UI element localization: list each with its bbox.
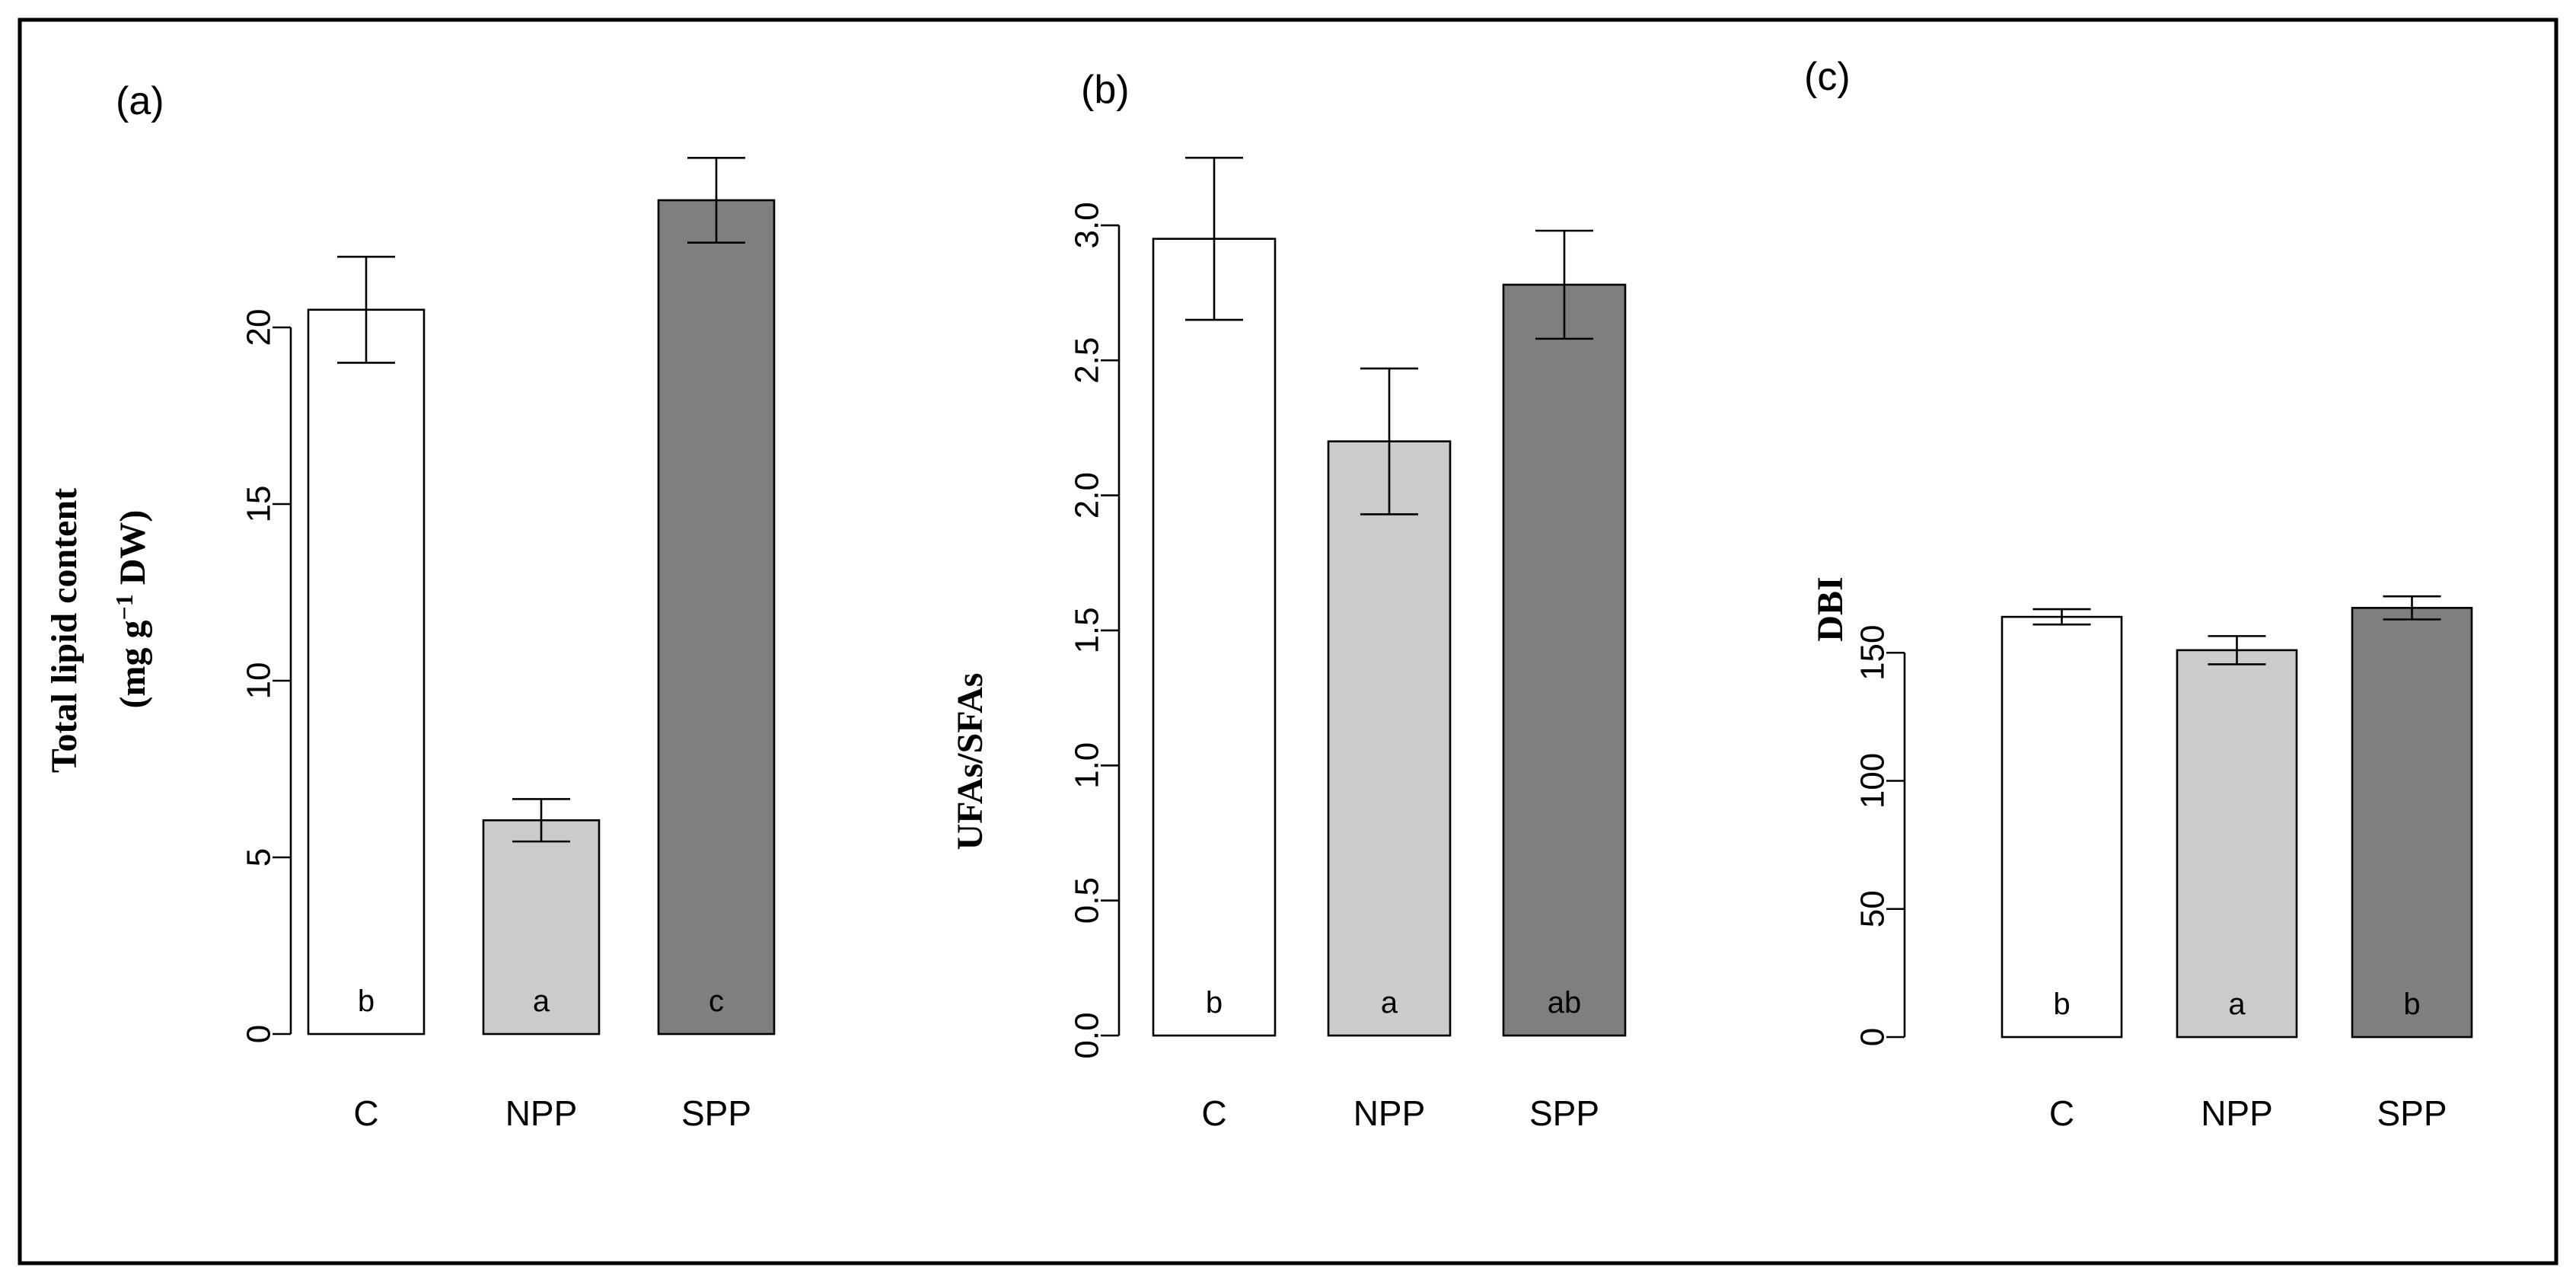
chart-panel-3: (c) 0 50 100 150 b Ca NPP b SPP DBI	[1804, 55, 2473, 1133]
significance-letter: c	[709, 985, 724, 1018]
category-label: C	[1201, 1093, 1226, 1133]
y-tick-label: 0.5	[1069, 877, 1106, 924]
bar-npp	[2176, 649, 2298, 1039]
category-label: SPP	[681, 1093, 751, 1133]
figure-frame	[18, 18, 2558, 1265]
y-tick-label: 100	[1854, 753, 1892, 809]
bar-npp	[482, 819, 601, 1036]
significance-letter: b	[358, 985, 375, 1018]
significance-letter: b	[1206, 986, 1223, 1020]
y-tick-label: 1.5	[1069, 607, 1106, 653]
category-label: NPP	[1353, 1093, 1426, 1133]
category-label: SPP	[2377, 1093, 2447, 1133]
y-tick-label: 10	[241, 662, 278, 700]
y-tick-label: 1.0	[1069, 742, 1106, 789]
significance-letter: b	[2403, 988, 2420, 1021]
bar-c	[2001, 615, 2123, 1039]
significance-letter: a	[1381, 986, 1398, 1020]
y-axis-unit-part: DW)	[113, 510, 153, 595]
panels: (a) 0 5 10 15 20 b Ca NPP c SPP Total lipid content…	[44, 55, 2473, 1133]
y-tick-label: 5	[241, 848, 278, 867]
category-label: C	[353, 1093, 378, 1133]
y-axis-unit-part: (mg g	[113, 620, 153, 708]
category-label: SPP	[1529, 1093, 1599, 1133]
y-tick-label: 15	[241, 486, 278, 523]
bar-spp	[657, 199, 776, 1036]
significance-letter: ab	[1548, 986, 1582, 1020]
bar-c	[1152, 238, 1277, 1037]
y-tick-label: 0	[241, 1025, 278, 1043]
bar-c	[307, 308, 426, 1036]
bar-spp	[2351, 607, 2473, 1039]
chart-panel-1: (a) 0 5 10 15 20 b Ca NPP c SPP Total lipid content…	[44, 79, 776, 1133]
significance-letter: a	[2228, 988, 2246, 1021]
y-axis-unit-exponent: −1	[110, 594, 138, 620]
y-tick-label: 150	[1854, 625, 1892, 681]
y-axis-title: Total lipid content	[44, 488, 84, 773]
y-axis-title: UFAs/SFAs	[950, 673, 990, 851]
bar-npp	[1327, 440, 1452, 1037]
category-label: NPP	[505, 1093, 578, 1133]
y-tick-label: 0	[1854, 1028, 1892, 1046]
y-axis-title: DBI	[1810, 576, 1851, 641]
y-axis-unit: (mg g−1 DW)	[110, 510, 153, 709]
significance-letter: a	[533, 985, 550, 1018]
panel-label: (b)	[1081, 68, 1130, 112]
y-tick-label: 20	[241, 309, 278, 346]
category-label: C	[2049, 1093, 2074, 1133]
y-tick-label: 2.0	[1069, 472, 1106, 519]
y-tick-label: 2.5	[1069, 337, 1106, 384]
significance-letter: b	[2053, 988, 2070, 1021]
y-tick-label: 0.0	[1069, 1012, 1106, 1058]
panel-label: (a)	[116, 79, 164, 123]
bar-spp	[1502, 283, 1627, 1037]
y-tick-label: 3.0	[1069, 202, 1106, 248]
category-label: NPP	[2201, 1093, 2273, 1133]
chart-panel-2: (b) 0.0 0.5 1.0 1.5 2.0 2.5 3.0 b Ca NPP ab SPP UFAs/…	[950, 68, 1627, 1133]
y-tick-label: 50	[1854, 890, 1892, 927]
panel-label: (c)	[1804, 55, 1851, 99]
